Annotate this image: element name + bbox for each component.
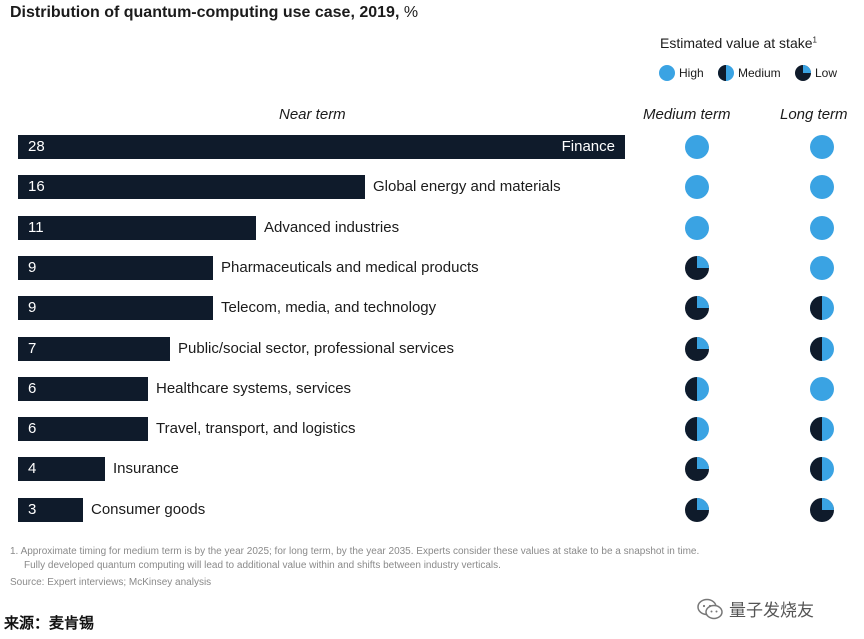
medium-term-medium-icon [685,417,709,441]
long-term-high-icon [810,135,834,159]
long-term-medium-icon [810,296,834,320]
footnote-1: 1. Approximate timing for medium term is… [10,546,700,557]
medium-value-icon [718,65,734,81]
legend-medium: Medium [718,65,781,81]
bar-1: 16 [18,175,365,199]
long-term-medium-icon [810,417,834,441]
bar-6: 6 [18,377,148,401]
bar-category-label: Pharmaceuticals and medical products [221,259,479,276]
medium-term-low-icon [685,457,709,481]
bar-2: 11 [18,216,256,240]
medium-term-low-icon [685,296,709,320]
column-head-medium-term: Medium term [643,106,731,123]
wechat-icon [697,598,723,619]
high-value-icon [659,65,675,81]
medium-term-medium-icon [685,377,709,401]
medium-term-high-icon [685,175,709,199]
bar-category-label: Finance [561,138,615,155]
bar-value-label: 16 [28,178,45,195]
watermark-text: 量子发烧友 [729,601,814,620]
bar-value-label: 6 [28,380,37,397]
bar-category-label: Consumer goods [91,501,206,518]
footnote-1-continued: Fully developed quantum computing will l… [24,560,501,571]
bar-4: 9 [18,296,213,320]
chart-title-unit: % [403,4,419,21]
long-term-high-icon [810,216,834,240]
long-term-high-icon [810,256,834,280]
chart-title: Distribution of quantum-computing use ca… [10,4,418,22]
long-term-high-icon [810,377,834,401]
column-head-long-term: Long term [780,106,848,123]
legend-high-label: High [679,66,704,80]
bar-8: 4 [18,457,105,481]
bar-5: 7 [18,337,170,361]
medium-term-high-icon [685,135,709,159]
long-term-low-icon [810,498,834,522]
source-label-cn: 来源：麦肯锡 [4,615,95,632]
bar-value-label: 6 [28,420,37,437]
bar-category-label: Travel, transport, and logistics [156,420,356,437]
bar-value-label: 28 [28,138,45,155]
bar-category-label: Global energy and materials [373,178,561,195]
medium-term-low-icon [685,498,709,522]
chart-title-bold: Distribution of quantum-computing use ca… [10,4,400,21]
long-term-medium-icon [810,337,834,361]
bar-category-label: Healthcare systems, services [156,380,352,397]
legend-low-label: Low [815,66,838,80]
medium-term-high-icon [685,216,709,240]
bar-value-label: 11 [28,219,44,236]
bar-3: 9 [18,256,213,280]
long-term-medium-icon [810,457,834,481]
bar-value-label: 3 [28,501,37,518]
legend-title: Estimated value at stake1 [660,35,817,51]
bar-9: 3 [18,498,83,522]
bar-7: 6 [18,417,148,441]
bar-category-label: Public/social sector, professional servi… [178,340,454,357]
source-note: Source: Expert interviews; McKinsey anal… [10,577,212,588]
bar-category-label: Telecom, media, and technology [221,299,437,316]
bar-value-label: 9 [28,299,37,316]
legend-title-text: Estimated value at stake [660,35,813,51]
bar-category-label: Advanced industries [264,219,400,236]
medium-term-low-icon [685,337,709,361]
legend-low: Low [795,65,837,81]
legend-footnote-mark: 1 [812,35,817,45]
bar-0: 28 Finance [18,135,625,159]
bar-value-label: 9 [28,259,37,276]
long-term-high-icon [810,175,834,199]
legend-medium-label: Medium [738,66,781,80]
legend-high: High [659,65,704,81]
column-head-near-term: Near term [279,106,346,123]
bar-category-label: Insurance [113,460,179,477]
bar-value-label: 7 [28,340,37,357]
bar-value-label: 4 [28,460,37,477]
medium-term-low-icon [685,256,709,280]
watermark: 量子发烧友 [697,596,814,621]
low-value-icon [795,65,811,81]
